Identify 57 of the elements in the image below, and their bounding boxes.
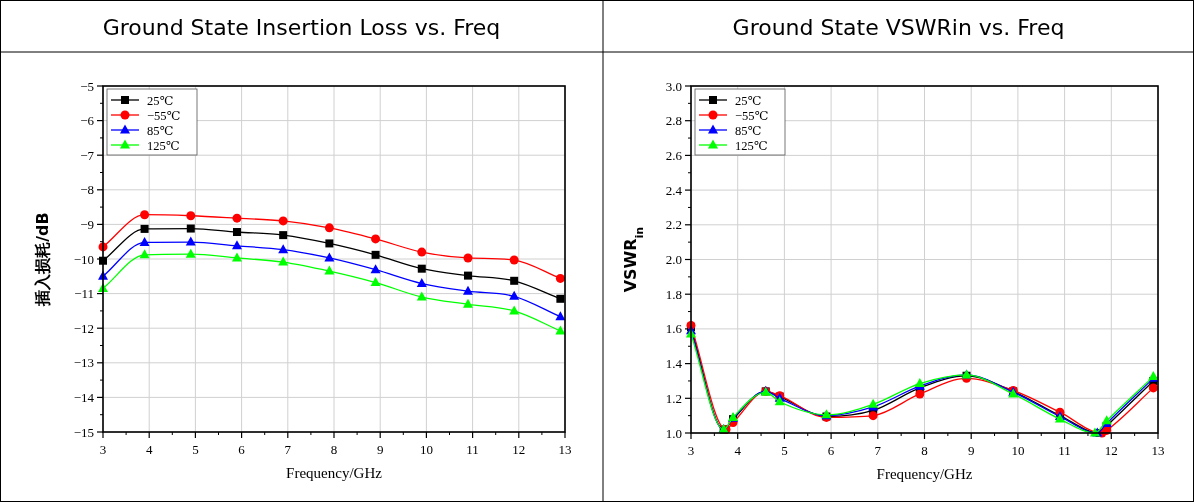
x-axis-title: Frequency/GHz	[876, 466, 973, 482]
legend-label: 85℃	[735, 123, 762, 138]
x-tick-label: 5	[781, 443, 788, 458]
y-axis-title: 插入损耗/dB	[33, 212, 52, 307]
legend-label: 25℃	[147, 93, 174, 108]
y-tick-label: 2.8	[665, 113, 682, 129]
x-tick-label: 13	[558, 442, 572, 457]
legend-label: 125℃	[735, 138, 768, 153]
y-tick-label: 1.8	[665, 286, 682, 302]
x-tick-label: 6	[238, 442, 246, 457]
y-tick-label: 2.2	[665, 217, 682, 233]
y-tick-label: 2.4	[665, 182, 683, 198]
x-tick-label: 3	[687, 443, 695, 458]
x-tick-label: 7	[284, 442, 292, 457]
x-tick-label: 8	[330, 442, 338, 457]
y-tick-label: −13	[73, 355, 94, 371]
y-tick-label: 1.6	[665, 321, 683, 337]
x-tick-label: 12	[1104, 443, 1118, 458]
chart-title: Ground State VSWRin vs. Freq	[732, 15, 1065, 40]
x-tick-label: 6	[827, 443, 835, 458]
y-tick-label: −10	[73, 251, 94, 267]
y-tick-label: −12	[73, 320, 94, 336]
x-tick-label: 5	[192, 442, 199, 457]
x-tick-label: 4	[734, 443, 742, 458]
y-tick-label: −11	[74, 286, 94, 302]
x-tick-label: 11	[1058, 443, 1071, 458]
y-tick-label: 3.0	[665, 78, 682, 94]
y-tick-label: −8	[80, 182, 94, 198]
y-tick-label: −5	[80, 78, 94, 94]
legend-label: 125℃	[147, 138, 180, 153]
y-tick-label: 1.2	[665, 390, 682, 406]
x-tick-label: 9	[376, 442, 384, 457]
y-tick-label: 2.0	[665, 252, 682, 267]
x-tick-label: 7	[874, 443, 882, 458]
x-axis-title: Frequency/GHz	[286, 465, 383, 481]
x-tick-label: 10	[419, 442, 433, 457]
y-tick-label: −14	[73, 389, 95, 405]
x-tick-label: 10	[1011, 443, 1025, 458]
legend-label: 85℃	[147, 123, 174, 138]
y-tick-label: −15	[73, 424, 94, 440]
x-tick-label: 11	[466, 442, 479, 457]
y-tick-label: 2.6	[665, 147, 683, 163]
legend-label: 25℃	[735, 93, 762, 108]
legend-label: −55℃	[735, 108, 769, 123]
x-tick-label: 13	[1151, 443, 1165, 458]
y-tick-label: 1.0	[665, 425, 682, 441]
x-tick-label: 8	[921, 443, 928, 458]
y-tick-label: −9	[80, 216, 94, 232]
chart-title: Ground State Insertion Loss vs. Freq	[102, 15, 501, 40]
y-tick-label: −7	[80, 147, 95, 163]
x-tick-label: 9	[967, 443, 975, 458]
x-tick-label: 4	[145, 442, 153, 457]
x-tick-label: 12	[512, 442, 526, 457]
y-tick-label: −6	[80, 113, 95, 129]
legend-label: −55℃	[147, 108, 181, 123]
x-tick-label: 3	[99, 442, 107, 457]
y-tick-label: 1.4	[665, 356, 683, 372]
